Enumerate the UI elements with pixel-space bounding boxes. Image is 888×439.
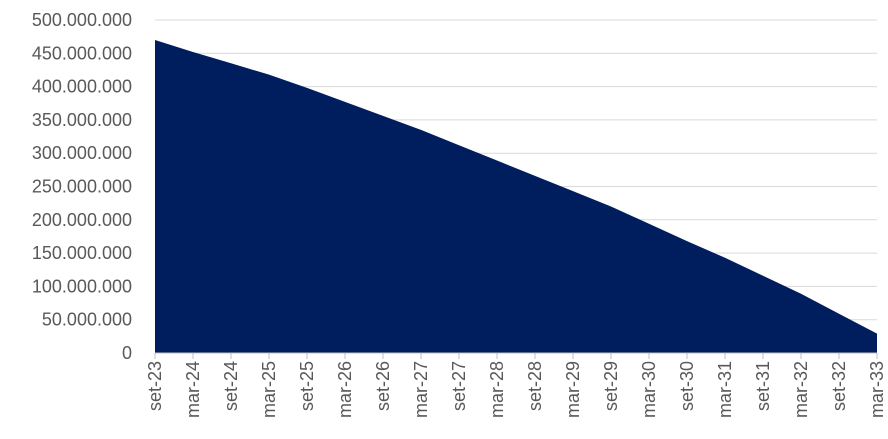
x-tick-label: mar-26 xyxy=(335,361,355,418)
x-tick-label: set-23 xyxy=(145,361,165,411)
x-tick-label: mar-27 xyxy=(411,361,431,418)
x-tick-label: set-28 xyxy=(525,361,545,411)
y-tick-label: 450.000.000 xyxy=(32,43,132,63)
x-tick-label: mar-28 xyxy=(487,361,507,418)
x-tick-label: set-25 xyxy=(297,361,317,411)
x-tick-label: set-27 xyxy=(449,361,469,411)
y-tick-label: 200.000.000 xyxy=(32,210,132,230)
y-tick-label: 350.000.000 xyxy=(32,110,132,130)
y-tick-label: 150.000.000 xyxy=(32,243,132,263)
y-tick-label: 0 xyxy=(122,343,132,363)
x-axis-labels: set-23 mar-24 set-24 mar-25 set-25 mar-26 set-… xyxy=(145,361,887,418)
x-tick-label: mar-32 xyxy=(791,361,811,418)
y-tick-label: 400.000.000 xyxy=(32,77,132,97)
x-tick-label: set-32 xyxy=(829,361,849,411)
x-tick-label: set-29 xyxy=(601,361,621,411)
x-tick-label: mar-29 xyxy=(563,361,583,418)
y-tick-label: 50.000.000 xyxy=(42,310,132,330)
area-series xyxy=(155,39,877,353)
x-tick-label: mar-33 xyxy=(867,361,887,418)
x-tick-label: mar-30 xyxy=(639,361,659,418)
y-tick-label: 100.000.000 xyxy=(32,276,132,296)
y-tick-label: 250.000.000 xyxy=(32,177,132,197)
y-axis: 0 50.000.000 100.000.000 150.000.000 200.000… xyxy=(32,10,132,363)
y-tick-label: 500.000.000 xyxy=(32,10,132,30)
x-tick-label: mar-24 xyxy=(183,361,203,418)
x-tick-label: set-30 xyxy=(677,361,697,411)
x-axis xyxy=(154,352,878,359)
x-tick-label: set-31 xyxy=(753,361,773,411)
x-tick-label: set-26 xyxy=(373,361,393,411)
x-tick-label: mar-31 xyxy=(715,361,735,418)
x-tick-label: set-24 xyxy=(221,361,241,411)
y-tick-label: 300.000.000 xyxy=(32,143,132,163)
area-series-fill xyxy=(155,39,877,353)
x-tick-label: mar-25 xyxy=(259,361,279,418)
